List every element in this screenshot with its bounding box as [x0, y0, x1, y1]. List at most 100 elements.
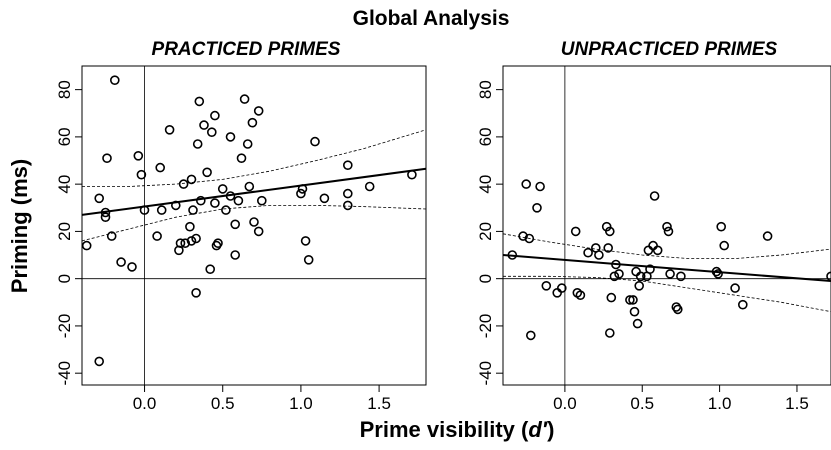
data-point	[207, 127, 217, 137]
regression-line	[81, 167, 427, 216]
panel-title-unpracticed: UNPRACTICED PRIMES	[561, 39, 778, 60]
data-point	[826, 271, 831, 282]
data-point	[230, 219, 240, 230]
confidence-band-upper	[82, 129, 427, 187]
data-point	[233, 195, 244, 206]
x-axis-label: Prime visibility (d′)	[360, 417, 555, 442]
data-point	[210, 110, 220, 121]
data-point	[672, 304, 683, 315]
data-point	[634, 280, 645, 291]
y-tick-label: -20	[55, 314, 74, 339]
data-point	[225, 132, 236, 142]
data-point	[310, 136, 320, 147]
data-point	[186, 174, 197, 185]
data-point	[156, 205, 167, 215]
data-point	[110, 75, 120, 85]
x-tick-label: 0.0	[133, 394, 157, 413]
data-point	[628, 295, 638, 305]
data-point	[364, 181, 375, 192]
data-point	[256, 195, 267, 206]
data-point	[239, 94, 250, 104]
plot-frame-practiced	[81, 65, 427, 386]
data-point	[663, 226, 674, 237]
data-point	[171, 200, 181, 211]
data-point	[342, 200, 353, 211]
data-point	[244, 181, 255, 192]
data-point	[178, 179, 189, 189]
data-point	[81, 240, 92, 251]
y-tick-label: -40	[55, 361, 74, 386]
data-point	[716, 221, 727, 232]
data-point	[213, 238, 223, 248]
panel-title-practiced: PRACTICED PRIMES	[152, 39, 341, 60]
data-point	[604, 226, 615, 237]
data-point	[629, 306, 640, 317]
data-point	[652, 245, 663, 256]
y-tick-label: 60	[55, 127, 74, 146]
data-point	[249, 217, 259, 227]
data-point	[102, 153, 112, 163]
data-point	[541, 280, 552, 291]
x-axis-label-prefix: Prime visibility (	[360, 417, 529, 442]
data-point	[676, 271, 686, 282]
data-point	[631, 266, 641, 277]
data-point	[106, 231, 117, 241]
data-point	[242, 139, 253, 149]
data-point	[253, 106, 264, 116]
data-point	[94, 356, 104, 367]
plot-area-unpracticed: 0.0 0.5 1.0 1.5 -40 -20 0 20 40 60 80	[476, 66, 831, 413]
x-tick-label: 1.5	[785, 394, 809, 413]
data-point	[521, 179, 532, 189]
data-point	[635, 271, 646, 282]
data-point	[188, 205, 198, 215]
data-point	[648, 240, 658, 251]
data-point	[94, 193, 104, 204]
x-tick-label: 0.5	[211, 394, 235, 413]
data-point	[518, 231, 528, 241]
data-point	[186, 236, 197, 246]
data-point	[225, 191, 236, 201]
x-tick-label: 1.5	[367, 394, 391, 413]
x-tick-label: 1.0	[708, 394, 732, 413]
data-point	[116, 257, 126, 267]
data-point	[713, 269, 723, 279]
data-point	[552, 287, 563, 298]
y-tick-label: 80	[55, 80, 74, 99]
data-point	[625, 295, 635, 305]
data-point	[609, 271, 620, 282]
data-point	[303, 254, 314, 265]
data-point	[535, 181, 545, 192]
data-point	[643, 245, 654, 256]
data-point	[192, 139, 203, 149]
data-point	[100, 212, 111, 222]
data-point	[127, 262, 137, 272]
data-point	[297, 184, 308, 194]
regression-line	[502, 254, 831, 283]
plot-area-practiced: 0.0 0.5 1.0 1.5 -40 -20 0 20 40 60 80	[55, 66, 427, 413]
data-point	[507, 250, 518, 260]
data-point	[583, 247, 593, 258]
data-point	[662, 221, 672, 232]
panel-practiced: PRACTICED PRIMES	[81, 39, 427, 386]
data-point	[665, 269, 675, 279]
data-point	[155, 162, 165, 173]
data-point	[152, 231, 162, 241]
y-tick-label: -20	[476, 314, 495, 339]
y-tick-label: 20	[55, 222, 74, 241]
data-point	[603, 243, 614, 253]
data-point	[575, 290, 586, 301]
y-tick-label: 0	[55, 274, 74, 283]
data-point	[614, 269, 624, 279]
data-point	[175, 238, 186, 248]
data-point	[604, 328, 615, 338]
data-point	[296, 188, 306, 199]
data-point	[525, 330, 536, 341]
data-point	[762, 231, 773, 241]
data-point	[164, 125, 175, 135]
data-point	[645, 264, 655, 275]
data-point	[230, 250, 240, 260]
data-point	[711, 266, 722, 277]
figure-title: Global Analysis	[353, 7, 510, 30]
data-point	[253, 226, 264, 237]
data-point	[199, 120, 209, 130]
